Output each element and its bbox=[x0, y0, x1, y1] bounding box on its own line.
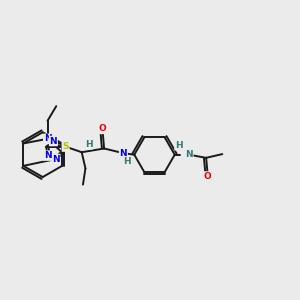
Text: O: O bbox=[204, 172, 212, 181]
Text: O: O bbox=[99, 124, 106, 134]
Text: N: N bbox=[185, 150, 193, 159]
Text: N: N bbox=[44, 134, 51, 143]
Text: H: H bbox=[175, 141, 183, 150]
Text: S: S bbox=[62, 142, 69, 151]
Text: H: H bbox=[123, 158, 131, 166]
Text: N: N bbox=[50, 136, 57, 146]
Text: N: N bbox=[44, 151, 51, 160]
Text: H: H bbox=[85, 140, 92, 149]
Text: N: N bbox=[120, 149, 127, 158]
Text: N: N bbox=[52, 154, 60, 164]
